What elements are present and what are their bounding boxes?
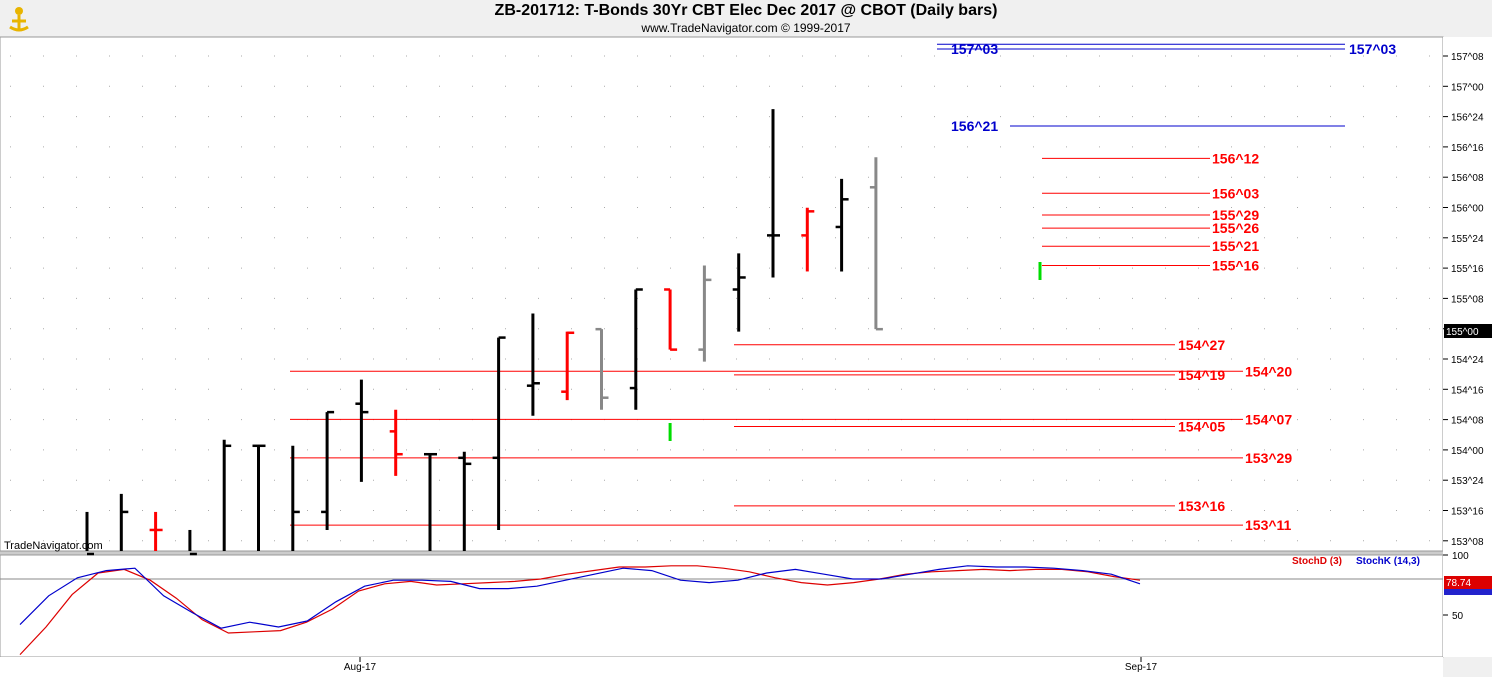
- y-tick-label: 154^08: [1451, 416, 1484, 427]
- level-label: 154^27: [1178, 337, 1225, 353]
- x-tick-label: Aug-17: [344, 662, 377, 673]
- ohlc-bar: [389, 409, 403, 476]
- stochD-value-box: [1444, 576, 1492, 589]
- ohlc-bar: [561, 331, 575, 401]
- chart-title: ZB-201712: T-Bonds 30Yr CBT Elec Dec 201…: [494, 2, 998, 19]
- ohlc-bar: [252, 444, 266, 551]
- y-tick-label: 155^24: [1451, 234, 1484, 245]
- ohlc-bar: [492, 336, 506, 530]
- y-tick-label: 154^24: [1451, 355, 1484, 366]
- ohlc-bar: [698, 265, 712, 362]
- ohlc-bar: [119, 493, 129, 551]
- x-tick-label: Sep-17: [1125, 662, 1158, 673]
- stochK-line: [19, 565, 1141, 629]
- ohlc-bar: [869, 157, 883, 331]
- ohlc-bar: [222, 439, 232, 551]
- ohlc-bar: [424, 452, 437, 551]
- y-tick-label: 157^00: [1451, 82, 1484, 93]
- stoch-y-label: 100: [1452, 551, 1469, 562]
- y-tick-label: 154^00: [1451, 446, 1484, 457]
- ohlc-bar: [835, 178, 849, 272]
- ohlc-bar: [291, 445, 300, 551]
- stoch-y-label: 50: [1452, 611, 1464, 622]
- y-tick-label: 154^16: [1451, 385, 1484, 396]
- y-tick-label: 156^16: [1451, 143, 1484, 154]
- y-tick-label: 157^08: [1451, 52, 1484, 63]
- chart-subtitle: www.TradeNavigator.com © 1999-2017: [641, 21, 851, 35]
- level-label: 154^20: [1245, 363, 1292, 379]
- y-tick-label: 156^00: [1451, 204, 1484, 215]
- y-tick-label: 156^08: [1451, 173, 1484, 184]
- stochD-value-label: 78.74: [1446, 578, 1471, 589]
- level-label-left: 156^21: [951, 118, 998, 134]
- level-label: 153^11: [1245, 517, 1292, 533]
- ohlc-bar: [149, 511, 163, 551]
- level-label: 157^03: [1349, 41, 1396, 57]
- stochK-value-box: [1444, 589, 1492, 595]
- ohlc-bar: [767, 109, 780, 278]
- level-label: 155^21: [1212, 238, 1259, 254]
- level-label: 154^07: [1245, 411, 1292, 427]
- stochK-legend: StochK (14,3): [1356, 556, 1420, 567]
- level-label: 154^05: [1178, 419, 1225, 435]
- ohlc-bar: [801, 207, 815, 272]
- stochastic-panel: [0, 554, 1444, 658]
- ohlc-bar: [526, 313, 540, 416]
- trade-navigator-logo: [9, 7, 29, 32]
- level-label: 154^19: [1178, 367, 1225, 383]
- level-label: 153^16: [1178, 498, 1225, 514]
- y-tick-label: 155^16: [1451, 264, 1484, 275]
- y-tick-label: 153^08: [1451, 537, 1484, 548]
- level-label: 155^29: [1212, 207, 1259, 223]
- y-tick-label: 156^24: [1451, 113, 1484, 124]
- ohlc-bar: [595, 327, 609, 410]
- last-price-label: 155^00: [1446, 327, 1479, 338]
- ohlc-bar: [188, 529, 197, 556]
- ohlc-bar: [85, 511, 94, 556]
- ohlc-bar: [458, 451, 472, 551]
- ohlc-bar: [355, 379, 369, 482]
- watermark: TradeNavigator.com: [4, 540, 103, 552]
- y-tick-label: 155^08: [1451, 294, 1484, 305]
- level-label: 153^29: [1245, 450, 1292, 466]
- ohlc-bar: [732, 253, 746, 332]
- y-axis-panel: [1443, 37, 1492, 657]
- stochD-line: [19, 565, 1141, 656]
- level-label: 155^26: [1212, 220, 1259, 236]
- level-label-left: 157^03: [951, 41, 998, 57]
- price-panel: [0, 36, 1444, 552]
- last-price-box: [1444, 324, 1492, 338]
- stochD-legend: StochD (3): [1292, 556, 1342, 567]
- level-label: 156^12: [1212, 150, 1259, 166]
- level-label: 155^16: [1212, 257, 1259, 273]
- x-axis-panel: [0, 657, 1443, 677]
- y-tick-label: 153^16: [1451, 507, 1484, 518]
- ohlc-bar: [629, 288, 643, 410]
- ohlc-bar: [664, 288, 678, 351]
- ohlc-bar: [321, 410, 335, 530]
- level-label: 156^03: [1212, 185, 1259, 201]
- y-tick-label: 153^24: [1451, 476, 1484, 487]
